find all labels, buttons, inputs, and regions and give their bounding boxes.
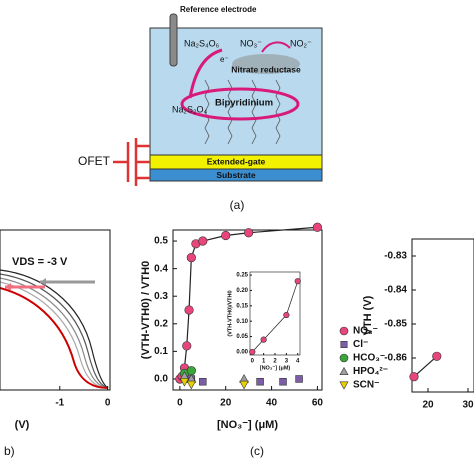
marker [339,326,349,336]
y-axis-label: VTH (V) [362,295,374,335]
marker [283,311,290,319]
legend-label: NO₃⁻ [353,326,378,337]
y-tick-label: 0.5 [154,236,168,247]
label: Bipyridinium [215,98,273,109]
marker [186,366,196,376]
marker [186,380,197,390]
marker [239,380,249,390]
marker [339,381,349,390]
caption: b) [4,444,15,458]
y-tick-label: -0.86 [384,353,407,364]
curves-b [0,269,109,389]
marker [179,377,190,387]
x-tick-label: 2 [273,359,277,365]
label: e⁻ [220,55,229,64]
x-tick-label: 0 [177,398,183,409]
x-tick-label: 60 [312,398,324,409]
x-tick-label: 1 [262,359,266,365]
marker [312,222,323,232]
marker [184,305,194,315]
x-axis-label: [NO₃⁻] (μM) [217,419,278,431]
x-axis-label: [NO₃⁻] (μM) [260,365,291,371]
y-tick-label: 0.25 [236,273,248,279]
marker [249,348,256,356]
axes-frame [411,238,474,393]
x-tick-label: 40 [266,398,278,409]
label: NO₃⁻ [240,38,262,48]
marker [295,375,303,383]
reaction-arrow [188,48,223,99]
y-tick-label: 0.05 [236,334,248,340]
marker [186,252,196,263]
caption: (a) [230,198,245,212]
legend-label: HPO₄²⁻ [353,366,388,377]
electrode [169,13,178,67]
y-tick-label: 0.2 [154,318,168,329]
x-tick-label: 0 [105,398,111,409]
axes-frame [172,229,323,391]
label: Reference electrode [180,5,257,14]
electrolyte [149,27,323,157]
substrate-layer [149,168,323,182]
x-axis-label: (V) [15,419,30,431]
axes-frame [0,229,111,391]
marker [182,341,192,351]
marker [409,372,419,382]
x-tick-label: 20 [220,398,232,409]
ofet-symbol [113,138,150,186]
label: Extended-gate [207,156,266,166]
enzyme [232,54,300,74]
marker [221,230,231,241]
fit-line [179,226,318,380]
y-tick-label: 0.3 [154,291,168,302]
x-tick-label: 3 [285,359,289,365]
marker [244,228,254,238]
y-tick-label: 0.4 [154,263,168,274]
annotation: VDS = -3 V [12,256,68,268]
marker [279,377,287,386]
cycle-arrow [180,87,300,121]
fit-line [252,281,299,353]
axes-frame [249,271,301,356]
marker [199,377,207,386]
marker [198,236,208,246]
legend-label: Cl⁻ [353,339,368,350]
y-tick-label: 0.0 [154,374,168,385]
label: OFET [78,154,111,168]
legend-label: SCN⁻ [353,380,379,391]
label: Na₂S₄O₆ [184,38,220,48]
y-axis-label: (VTH-VTH0) / VTH0 [140,261,152,359]
marker [340,340,348,348]
caption: (c) [250,444,264,458]
marker [260,336,267,343]
y-tick-label: 0.1 [154,346,168,357]
y-tick-label: 0.00 [236,350,248,356]
y-axis-label: (VTH-VTH0)/VTH0 [227,290,233,336]
x-tick-label: -1 [55,398,64,409]
y-tick-label: -0.85 [384,319,407,330]
legend-label: HCO₃⁻ [353,353,385,364]
label: Nitrate reductase [231,64,301,74]
label: NO₂⁻ [290,38,312,48]
label: Na₂S₂O₄ [172,104,207,114]
diagram: Reference electrode Na₂S₄O₆ NO₃⁻ NO₂⁻ e⁻… [78,5,323,212]
label: Substrate [216,170,255,180]
reaction-arrow [261,41,291,53]
marker [339,366,349,375]
marker [256,377,264,386]
y-tick-label: 0.20 [236,288,248,294]
x-tick-label: 30 [462,400,474,411]
y-tick-label: 0.15 [236,303,248,309]
y-tick-label: 0.10 [236,319,248,325]
x-tick-label: 20 [422,400,434,411]
fit-line [413,355,438,378]
x-tick-label: 0 [251,359,255,365]
y-tick-label: -0.83 [384,251,407,262]
y-tick-label: -0.84 [384,285,407,296]
x-tick-label: 4 [296,359,300,365]
marker [294,278,301,285]
marker [339,353,349,363]
marker [432,351,442,361]
